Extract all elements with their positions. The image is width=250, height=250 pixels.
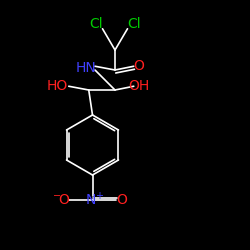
Text: O: O [116,193,127,207]
Text: HN: HN [76,60,96,74]
Text: −: − [54,191,62,201]
Text: O: O [58,193,69,207]
Text: +: + [95,191,103,201]
Text: N: N [86,193,97,207]
Text: Cl: Cl [90,17,103,31]
Text: O: O [133,59,144,73]
Text: OH: OH [128,79,150,93]
Text: HO: HO [47,79,68,93]
Text: Cl: Cl [127,17,140,31]
